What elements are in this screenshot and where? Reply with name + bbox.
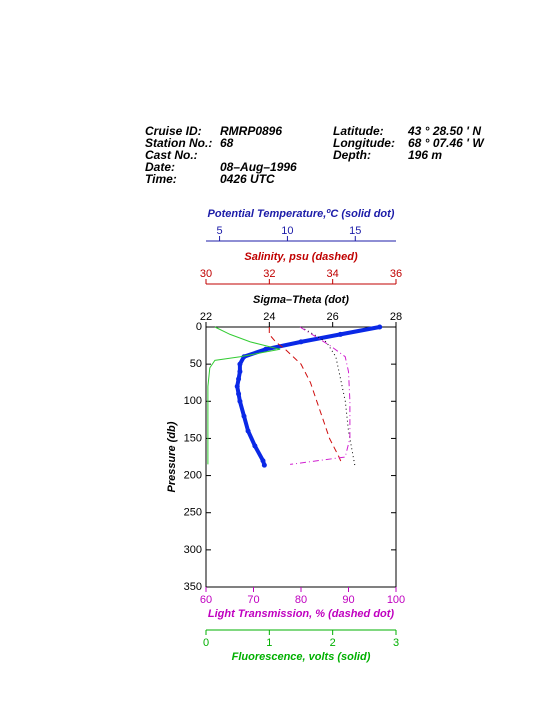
x-tick-label: 36 [390,268,402,280]
x-tick-label: 5 [217,225,223,237]
x-tick-label: 15 [349,225,361,237]
x-tick-label: 0 [203,637,209,649]
x-axis-title: Fluorescence, volts (solid) [232,651,371,663]
header-value: 68 ° 07.46 ' W [408,136,485,150]
profile-dot [241,413,247,419]
header-value: 196 m [408,148,442,162]
profile-dot [263,346,269,352]
plot-frame [205,326,397,588]
y-tick-label: 350 [184,581,202,593]
y-tick-label: 50 [190,358,202,370]
header-value: RMRP0896 [220,124,282,138]
x-tick-label: 32 [263,268,275,280]
x-tick-label: 26 [327,311,339,323]
profile-line [207,326,281,465]
header-value: 0426 UTC [220,172,275,186]
y-tick-label: 300 [184,544,202,556]
x-tick-label: 70 [247,594,259,606]
profile-dot [298,339,304,345]
y-tick-label: 250 [184,507,202,519]
x-tick-label: 30 [200,268,212,280]
profile-dot [260,458,266,464]
header-label: Latitude: [333,124,384,138]
x-tick-label: 24 [263,311,275,323]
x-tick-label: 90 [342,594,354,606]
header-label: Depth: [333,148,371,162]
x-axis-title: Light Transmission, % (dashed dot) [208,608,395,620]
header-label: Date: [145,160,175,174]
header-value: 43 ° 28.50 ' N [407,124,481,138]
x-tick-label: 1 [266,637,272,649]
profile-line [268,327,343,465]
header-value: 68 [220,136,234,150]
profile-dot [261,462,267,468]
x-tick-label: 10 [281,225,293,237]
header-label: Time: [145,172,177,186]
header-label: Station No.: [145,136,212,150]
x-tick-label: 60 [200,594,212,606]
profile-dot [237,369,243,375]
profile-line [235,325,381,466]
profile-line [300,326,356,466]
header-label: Cruise ID: [145,124,202,138]
profile-line [290,326,351,465]
profile-dot [234,383,240,389]
x-tick-label: 3 [393,637,399,649]
x-tick-label: 34 [327,268,339,280]
y-tick-label: 100 [184,395,202,407]
x-tick-label: 28 [390,311,402,323]
x-axis-title: Potential Temperature,ºC (solid dot) [208,208,395,220]
y-tick-label: 200 [184,469,202,481]
x-tick-label: 2 [330,637,336,649]
profile-dot [252,443,258,449]
x-tick-label: 22 [200,311,212,323]
y-axis-title: Pressure (db) [166,421,178,492]
x-axis-title: Sigma–Theta (dot) [253,294,349,306]
profile-dot [236,391,242,397]
profile-dot [237,361,243,367]
header-label: Longitude: [333,136,395,150]
x-axis-title: Salinity, psu (dashed) [244,251,358,263]
x-tick-label: 100 [387,594,405,606]
profile-dot [377,324,383,330]
header-label: Cast No.: [145,148,198,162]
profile-dot [245,428,251,434]
y-tick-label: 150 [184,432,202,444]
header-value: 08–Aug–1996 [220,160,297,174]
profile-dot [237,398,243,404]
y-tick-label: 0 [196,321,202,333]
profile-dot [337,331,343,337]
profile-dot [236,376,242,382]
x-tick-label: 80 [295,594,307,606]
